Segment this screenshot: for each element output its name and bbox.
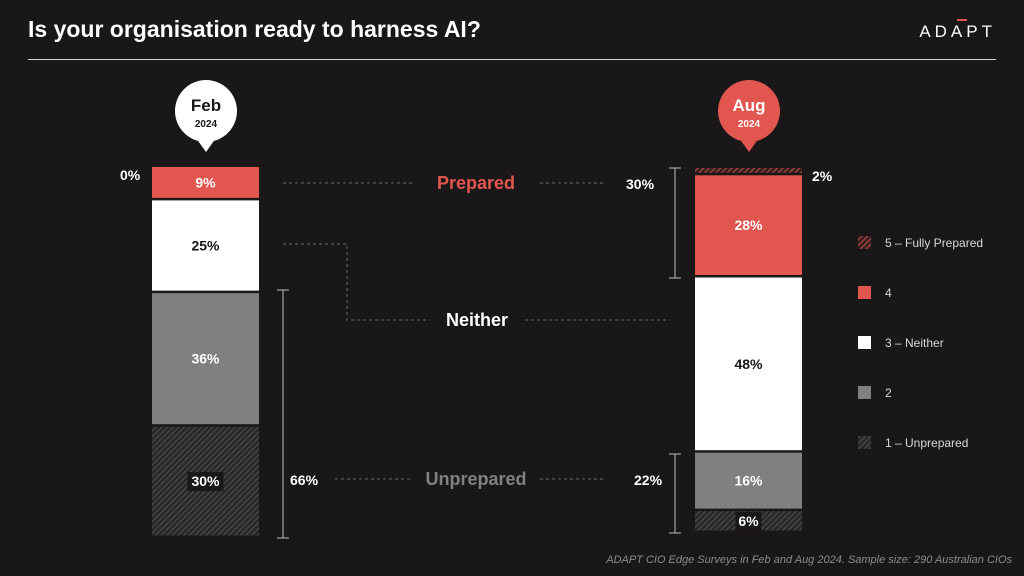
feb-prepared-total: 0%: [120, 167, 141, 183]
data-label-feb-level-3: 25%: [191, 238, 220, 254]
feb-unprepared-total: 66%: [290, 472, 319, 488]
bar-segment-aug-level-5: [695, 168, 802, 173]
bar-segment-aug-level-2: [695, 452, 802, 509]
pin-aug: Aug 2024: [718, 80, 780, 152]
legend-swatch: [858, 436, 871, 449]
pin-aug-tip: [739, 138, 759, 152]
legend-label: 5 – Fully Prepared: [885, 236, 983, 250]
prepared-label: Prepared: [437, 173, 515, 193]
neither-connector-left: [283, 243, 430, 321]
bar-segment-feb-level-3: [152, 200, 259, 291]
footnote: ADAPT CIO Edge Surveys in Feb and Aug 20…: [606, 554, 1012, 566]
data-label-feb-level-4: 9%: [195, 174, 216, 190]
pin-feb-year: 2024: [195, 119, 218, 130]
title-divider: [28, 59, 996, 60]
aug-unprepared-total: 22%: [634, 472, 663, 488]
pin-aug-circle: [718, 80, 780, 142]
data-label-aug-level-1: 6%: [738, 513, 759, 529]
aug-unprepared-bracket: [669, 453, 681, 534]
legend-swatch: [858, 336, 871, 349]
data-label-aug-level-4: 28%: [734, 217, 763, 233]
legend-swatch: [858, 386, 871, 399]
pin-feb-month: Feb: [191, 96, 221, 115]
bar-segment-aug-level-3: [695, 277, 802, 451]
pin-aug-month: Aug: [732, 96, 765, 115]
bar-segment-feb-level-4: [152, 167, 259, 198]
legend-label: 2: [885, 386, 892, 400]
legend-swatch: [858, 286, 871, 299]
label-backdrop: [735, 511, 762, 531]
data-label-feb-level-1: 30%: [191, 473, 220, 489]
feb-unprepared-bracket: [277, 289, 289, 539]
bar-segment-aug-level-4: [695, 175, 802, 275]
logo-accent: [957, 19, 968, 21]
aug-prepared-bracket: [669, 167, 681, 279]
bar-segment-feb-level-2: [152, 293, 259, 425]
neither-label: Neither: [446, 310, 508, 330]
data-label-aug-level-2: 16%: [734, 473, 763, 489]
bars-layer: 30% 36% 25% 9% 6% 16% 48% 28%: [152, 167, 802, 536]
connectors: [277, 167, 681, 539]
legend: 5 – Fully Prepared 4 3 – Neither 2 1 – Unpre…: [858, 236, 983, 450]
pin-feb: Feb 2024: [175, 80, 237, 152]
pin-aug-year: 2024: [738, 119, 761, 130]
adapt-logo: ADAPT: [919, 19, 996, 42]
label-backdrop: [187, 472, 224, 492]
legend-label: 1 – Unprepared: [885, 436, 968, 450]
aug-prepared-total: 30%: [626, 176, 655, 192]
pin-feb-circle: [175, 80, 237, 142]
logo-text: ADAPT: [919, 22, 996, 41]
legend-swatch: [858, 236, 871, 249]
pin-feb-tip: [196, 138, 216, 152]
unprepared-label: Unprepared: [425, 469, 526, 489]
data-label-feb-level-2: 36%: [191, 351, 220, 367]
legend-label: 3 – Neither: [885, 336, 944, 350]
legend-label: 4: [885, 286, 892, 300]
data-label-aug-level-3: 48%: [734, 356, 763, 372]
page-title: Is your organisation ready to harness AI…: [28, 16, 481, 42]
aug-level5-label: 2%: [812, 168, 833, 184]
